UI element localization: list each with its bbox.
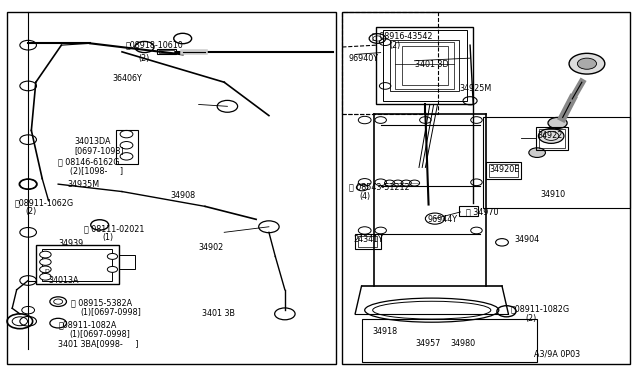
Circle shape [108, 253, 118, 259]
Bar [489, 164, 518, 177]
Text: 34902: 34902 [198, 243, 224, 251]
Text: Ⓦ 08916-43542: Ⓦ 08916-43542 [372, 31, 433, 41]
Bar [362, 320, 537, 362]
Circle shape [529, 148, 545, 157]
Text: Ⓑ 08111-02021: Ⓑ 08111-02021 [84, 224, 144, 233]
Bar [36, 245, 119, 284]
Bar [42, 249, 113, 280]
Bar [116, 131, 138, 164]
Text: [0697-1098]: [0697-1098] [74, 146, 124, 155]
Text: (2): (2) [525, 314, 537, 323]
Text: 3401 3BA[0998-     ]: 3401 3BA[0998- ] [58, 339, 139, 348]
Circle shape [569, 53, 605, 74]
Text: 34910: 34910 [540, 190, 566, 199]
Circle shape [40, 273, 51, 280]
Text: 34939: 34939 [58, 239, 83, 248]
Text: Ⓦ 08915-5382A: Ⓦ 08915-5382A [71, 298, 132, 307]
Bar [486, 162, 521, 179]
Text: ⓝ08911-1082A: ⓝ08911-1082A [58, 321, 116, 330]
Text: ⓝ08911-1062G: ⓝ08911-1062G [15, 198, 74, 207]
Text: (2): (2) [389, 41, 400, 50]
Text: 96944Y: 96944Y [428, 215, 458, 224]
Text: 34935M: 34935M [68, 180, 100, 189]
Bar [157, 49, 176, 54]
Circle shape [548, 118, 567, 129]
Circle shape [577, 58, 596, 69]
Text: 34925M: 34925M [460, 84, 492, 93]
Bar [402, 46, 448, 85]
Circle shape [40, 259, 51, 265]
Bar [355, 234, 381, 249]
Bar [390, 39, 460, 92]
Text: 34980: 34980 [451, 339, 476, 348]
Bar [342, 12, 438, 114]
Text: Ⓑ 08146-6162G: Ⓑ 08146-6162G [58, 157, 120, 166]
Text: 3401 3B: 3401 3B [202, 310, 235, 318]
Text: (1)[0697-0998]: (1)[0697-0998] [70, 330, 131, 339]
Bar [7, 12, 336, 364]
Bar [342, 12, 630, 364]
Bar [119, 254, 135, 269]
Circle shape [108, 266, 118, 272]
Circle shape [538, 129, 564, 143]
Bar [383, 31, 467, 101]
Circle shape [40, 266, 51, 273]
Bar [483, 118, 630, 208]
Text: 34920E: 34920E [489, 165, 520, 174]
Text: (2): (2) [25, 208, 36, 217]
Text: (1)[0697-0998]: (1)[0697-0998] [81, 308, 141, 317]
Text: 36406Y: 36406Y [113, 74, 142, 83]
Bar [396, 42, 454, 89]
Text: D: D [44, 269, 49, 275]
Circle shape [40, 251, 51, 258]
Text: 34908: 34908 [170, 191, 195, 200]
Text: ⓨ 34970: ⓨ 34970 [466, 208, 498, 217]
Text: ⓝ08918-10610: ⓝ08918-10610 [125, 41, 183, 50]
Text: 34957: 34957 [416, 339, 441, 348]
Bar [159, 49, 174, 53]
Text: (2)[1098-     ]: (2)[1098- ] [70, 167, 123, 176]
Text: 3401 3D: 3401 3D [415, 60, 448, 69]
Text: 24341Y: 24341Y [354, 235, 384, 244]
Text: 34013DA: 34013DA [74, 137, 111, 146]
Bar [358, 236, 378, 247]
Bar [536, 127, 568, 150]
Text: 34013A: 34013A [49, 276, 79, 285]
Text: 34922: 34922 [537, 131, 563, 141]
Bar [460, 206, 478, 217]
Text: A3/9A 0P03: A3/9A 0P03 [534, 349, 580, 358]
Text: (4): (4) [360, 192, 371, 201]
Text: 96940Y: 96940Y [349, 54, 379, 62]
Text: 34904: 34904 [515, 235, 540, 244]
Text: ⓝ08911-1082G: ⓝ08911-1082G [510, 305, 570, 314]
Bar [376, 27, 473, 105]
Text: 34918: 34918 [372, 327, 397, 336]
Text: (1): (1) [103, 233, 114, 243]
Bar [539, 129, 564, 148]
Text: (2): (2) [138, 54, 149, 62]
Text: Ⓢ 08543-51212: Ⓢ 08543-51212 [349, 183, 410, 192]
